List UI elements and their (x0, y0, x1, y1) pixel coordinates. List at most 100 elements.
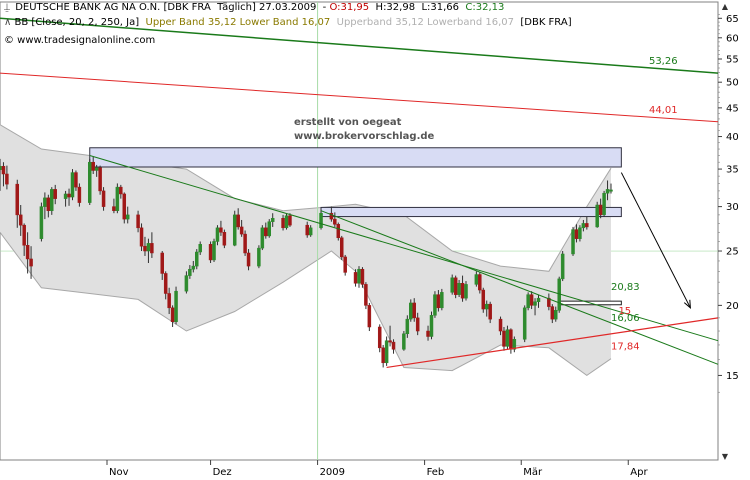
x-tick-label: Nov (109, 467, 129, 478)
resistance-zone-lower (320, 206, 622, 218)
indicator-line: ∧ BB [Close, 20, 2, 250, Ja] Upper Band … (4, 17, 572, 29)
candle-body (236, 214, 240, 228)
candle-body (381, 347, 385, 364)
candle-body (498, 318, 503, 332)
candle-body (167, 293, 171, 309)
candle-body (139, 227, 144, 247)
candle-body (0, 166, 2, 171)
copyright-line: © www.tradesignalonline.com (4, 35, 155, 47)
candle-body (98, 167, 102, 192)
candle-body (509, 329, 513, 350)
low-value: L:31,66 (421, 2, 460, 13)
resistance-zone-upper (89, 147, 622, 168)
candle-body (188, 268, 192, 276)
y-tick-label: 30 (726, 202, 739, 213)
candle-body (609, 189, 613, 192)
candle-body (502, 330, 506, 347)
bollinger-lower-line (0, 232, 612, 377)
candle-body (112, 206, 116, 211)
candle-body (215, 227, 220, 242)
candle-body (429, 315, 434, 337)
red-support-line (386, 317, 719, 369)
bollinger-band-fill (0, 124, 611, 376)
candle-body (222, 232, 227, 246)
candle-body (77, 186, 82, 203)
annotation-line-1: erstellt von oegeat (294, 117, 402, 128)
green-trendline-2 (320, 210, 719, 365)
candle-body (25, 244, 30, 260)
candle-body (88, 161, 92, 203)
candle-body (319, 212, 323, 229)
y-tick-label: 25 (726, 247, 739, 258)
candle-body (522, 307, 527, 340)
band-values: Upper Band 35,12 Lower Band 16,07 (145, 17, 331, 28)
candle-body (602, 192, 606, 216)
candle-body (464, 284, 468, 299)
candle-body (598, 204, 603, 216)
y-tick-label: 55 (726, 54, 739, 65)
band-values-faded: Upperband 35,12 Lowerband 16,07 (336, 17, 514, 28)
candle-body (364, 284, 368, 306)
candle-body (264, 227, 268, 237)
candle-body (208, 244, 213, 261)
candle-body (53, 189, 57, 199)
x-tick-label: Mär (523, 467, 543, 478)
candle-body (478, 274, 482, 291)
scroll-down-icon[interactable]: ▼ (721, 452, 729, 461)
candle-body (581, 223, 586, 229)
label-green-trend-2: 16,06 (611, 313, 640, 324)
candle-body (1, 166, 6, 175)
y-tick-label: 40 (726, 132, 739, 143)
title-line: ⍊ DEUTSCHE BANK AG NA O.N. [DBK FRA Tägl… (4, 2, 505, 13)
scroll-up-icon[interactable]: ▲ (721, 2, 729, 11)
candle-body (450, 277, 454, 293)
candle-body (357, 268, 361, 284)
candle-body (533, 301, 537, 306)
candle-body (433, 294, 437, 316)
pin-icon[interactable]: ⍊ (4, 2, 10, 13)
candle-body (115, 186, 120, 211)
candle-body (460, 283, 465, 299)
candle-body (174, 290, 178, 322)
candle-body (554, 310, 558, 320)
candle-body (143, 245, 147, 252)
green-line-top (0, 17, 719, 74)
candle-body (94, 167, 99, 171)
candle-body (39, 206, 44, 239)
indicator-icon[interactable]: ∧ (4, 17, 12, 28)
candle-body (481, 289, 486, 310)
candle-body (70, 172, 75, 198)
candle-body (15, 183, 20, 216)
candle-body (571, 229, 575, 255)
candle-body (195, 251, 199, 267)
y-tick-label: 65 (726, 14, 739, 25)
candle-body (377, 326, 382, 349)
candle-body (29, 258, 33, 267)
candle-body (402, 333, 406, 350)
candle-body (536, 297, 541, 302)
close-value: C:32,13 (465, 2, 505, 13)
label-red-top: 44,01 (649, 105, 678, 116)
candle-body (284, 215, 289, 229)
candle-body (119, 186, 123, 195)
candle-body (512, 339, 517, 350)
candle-body (18, 214, 23, 226)
symbol-tag: [DBK FRA] (520, 17, 572, 28)
candle-body (170, 307, 175, 322)
candle-body (560, 253, 565, 280)
candle-body (409, 302, 413, 320)
candle-body (46, 197, 51, 211)
candle-body (150, 243, 154, 254)
candle-body (529, 294, 534, 306)
candle-body (329, 212, 334, 220)
y-tick-label: 20 (726, 301, 739, 312)
candle-body (574, 229, 579, 239)
candle-body (360, 268, 365, 285)
study-name: BB [Close, 20, 2, 250, Ja] (14, 17, 140, 28)
candle-body (550, 306, 555, 320)
open-value: O:31,95 (329, 2, 370, 13)
candle-body (505, 329, 510, 347)
instrument-title: DEUTSCHE BANK AG NA O.N. [DBK FRA Täglic… (15, 2, 317, 13)
y-tick-label: 15 (726, 371, 739, 382)
